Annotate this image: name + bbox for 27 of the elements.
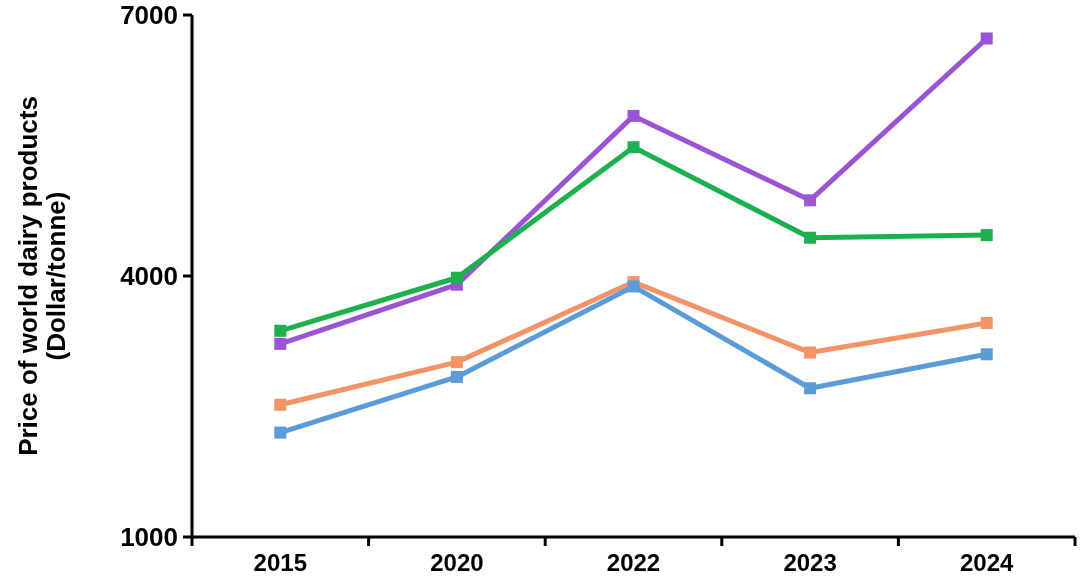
- point: [980, 348, 993, 361]
- x-tick-label: 2015: [253, 549, 307, 576]
- point: [980, 229, 993, 242]
- x-tick-label: 2020: [430, 549, 484, 576]
- point: [627, 280, 640, 293]
- point: [980, 316, 993, 329]
- point: [274, 426, 287, 439]
- point: [274, 324, 287, 337]
- point: [450, 271, 463, 284]
- x-tick-label: 2023: [783, 549, 837, 576]
- point: [274, 398, 287, 411]
- point: [450, 370, 463, 383]
- point: [804, 346, 817, 359]
- point: [804, 382, 817, 395]
- point: [804, 194, 817, 207]
- y-axis-title: Price of world dairy products (Dollar/tonne): [12, 96, 72, 456]
- point: [274, 337, 287, 350]
- point: [804, 231, 817, 244]
- point: [627, 141, 640, 154]
- y-tick-label: 1000: [120, 522, 178, 553]
- x-tick-label: 2022: [606, 549, 661, 576]
- point: [450, 356, 463, 369]
- y-tick-label: 4000: [120, 261, 178, 292]
- point: [627, 109, 640, 122]
- y-tick-label: 7000: [120, 0, 178, 31]
- x-tick-label: 2024: [960, 549, 1015, 576]
- point: [980, 32, 993, 45]
